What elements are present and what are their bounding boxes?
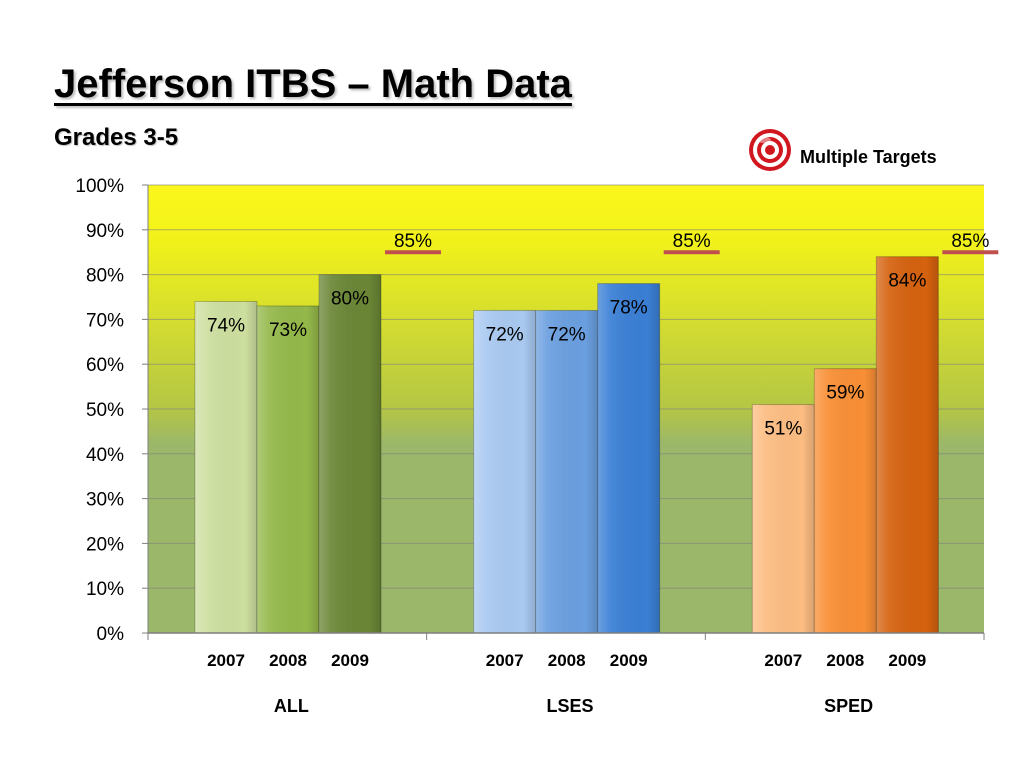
y-tick-label: 0% [97,624,125,645]
bar-shade [195,301,257,633]
x-year-label: 2009 [888,651,926,670]
target-label: 85% [951,231,989,252]
x-year-label: 2009 [331,651,369,670]
data-label: 59% [826,383,864,404]
data-label: 78% [610,298,648,319]
bar-shade [535,310,598,633]
x-year-label: 2008 [548,651,586,670]
x-year-label: 2007 [207,651,245,670]
y-tick-label: 90% [86,221,124,242]
data-label: 72% [486,324,524,345]
bar-shade [876,256,939,633]
x-group-label: SPED [824,696,873,716]
x-group-label: LSES [546,696,593,716]
x-year-label: 2008 [826,651,864,670]
x-year-label: 2007 [486,651,524,670]
slide-title: Jefferson ITBS – Math Data [54,62,572,106]
y-tick-label: 70% [86,310,124,331]
target-icon [749,129,791,171]
data-label: 73% [269,320,307,341]
y-tick-label: 80% [86,266,124,287]
y-tick-label: 10% [86,579,124,600]
data-label: 72% [548,324,586,345]
bar-shade [597,283,660,633]
data-label: 74% [207,315,245,336]
x-year-label: 2009 [610,651,648,670]
data-label: 80% [331,289,369,310]
bar-shade [319,274,381,633]
slide-subtitle: Grades 3-5 [54,124,179,151]
y-tick-label: 60% [86,355,124,376]
data-label: 84% [888,271,926,292]
y-tick-label: 20% [86,534,124,555]
x-group-label: ALL [274,696,309,716]
y-tick-label: 30% [86,490,124,511]
bar-shade [752,404,815,633]
bar-shade [257,305,319,633]
y-tick-label: 50% [86,400,124,421]
bar-shade [473,310,536,633]
y-tick-label: 100% [75,176,124,197]
data-label: 51% [764,419,802,440]
bar-shade [814,368,877,633]
target-label: 85% [673,231,711,252]
y-tick-label: 40% [86,445,124,466]
target-label: 85% [394,231,432,252]
x-year-label: 2007 [764,651,802,670]
legend-label: Multiple Targets [800,146,937,167]
x-year-label: 2008 [269,651,307,670]
legend: Multiple Targets [748,128,937,172]
